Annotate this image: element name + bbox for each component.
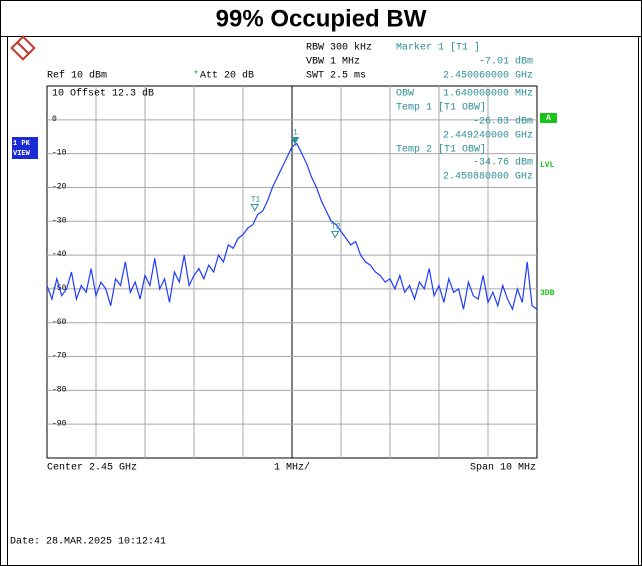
marker-freq: 2.449240000 GHz xyxy=(443,131,533,142)
y-tick-label: 0 xyxy=(52,115,57,124)
y-tick-label: -90 xyxy=(52,419,67,428)
att-flag: * xyxy=(193,70,199,82)
date: Date: 28.MAR.2025 10:12:41 xyxy=(10,537,166,548)
title: 99% Occupied BW xyxy=(216,5,427,32)
offset: 10 Offset 12.3 dB xyxy=(52,88,154,100)
vbw: VBW 1 MHz xyxy=(306,57,360,68)
marker xyxy=(290,137,300,145)
trace-badge-2: VIEW xyxy=(13,150,31,158)
rbw: RBW 300 kHz xyxy=(306,42,372,54)
trace-badge xyxy=(12,137,38,159)
ref: Ref 10 dBm xyxy=(47,70,107,82)
temp2-title: Temp 2 [T1 OBW] xyxy=(396,144,486,156)
marker-label: T2 xyxy=(331,222,341,231)
overlay: 10 Offset 12.3 dB OBW 1.640000000 MHz Te… xyxy=(52,56,533,183)
att: Att 20 dB xyxy=(200,70,254,82)
marker-value: -26.83 dBm xyxy=(473,116,533,128)
swt: SWT 2.5 ms xyxy=(306,71,366,82)
span: Span 10 MHz xyxy=(470,463,536,474)
marker-label: 1 xyxy=(293,129,298,138)
obw-label: OBW xyxy=(396,89,414,100)
marker-label: T1 xyxy=(251,196,261,205)
db3: 3DB xyxy=(540,289,555,298)
y-tick-label: -20 xyxy=(52,183,67,192)
y-tick-label: -10 xyxy=(52,149,67,158)
y-tick-label: -80 xyxy=(52,385,67,394)
marker-freq: 2.450880000 GHz xyxy=(443,172,533,183)
div: 1 MHz/ xyxy=(274,462,310,474)
a-label: A xyxy=(546,114,551,123)
trace-badge-1: 1 PK xyxy=(13,140,31,148)
obw-value: 1.640000000 MHz xyxy=(443,89,533,100)
a-badge xyxy=(540,113,557,123)
marker-value: -7.01 dBm xyxy=(479,56,533,68)
trace xyxy=(46,142,538,311)
y-tick-label: -30 xyxy=(52,216,67,225)
marker-freq: 2.450060000 GHz xyxy=(443,71,533,82)
y-tick-label: -60 xyxy=(52,318,67,327)
marker xyxy=(330,230,340,239)
temp1-title: Temp 1 [T1 OBW] xyxy=(396,102,486,114)
lvl: LVL xyxy=(540,161,555,170)
center: Center 2.45 GHz xyxy=(47,463,137,474)
marker xyxy=(250,204,260,212)
y-tick-label: -70 xyxy=(52,352,67,361)
marker-value: -34.76 dBm xyxy=(473,157,533,169)
logo xyxy=(10,35,36,61)
marker-title: Marker 1 [T1 ] xyxy=(396,42,480,54)
y-tick-label: -40 xyxy=(52,250,67,259)
